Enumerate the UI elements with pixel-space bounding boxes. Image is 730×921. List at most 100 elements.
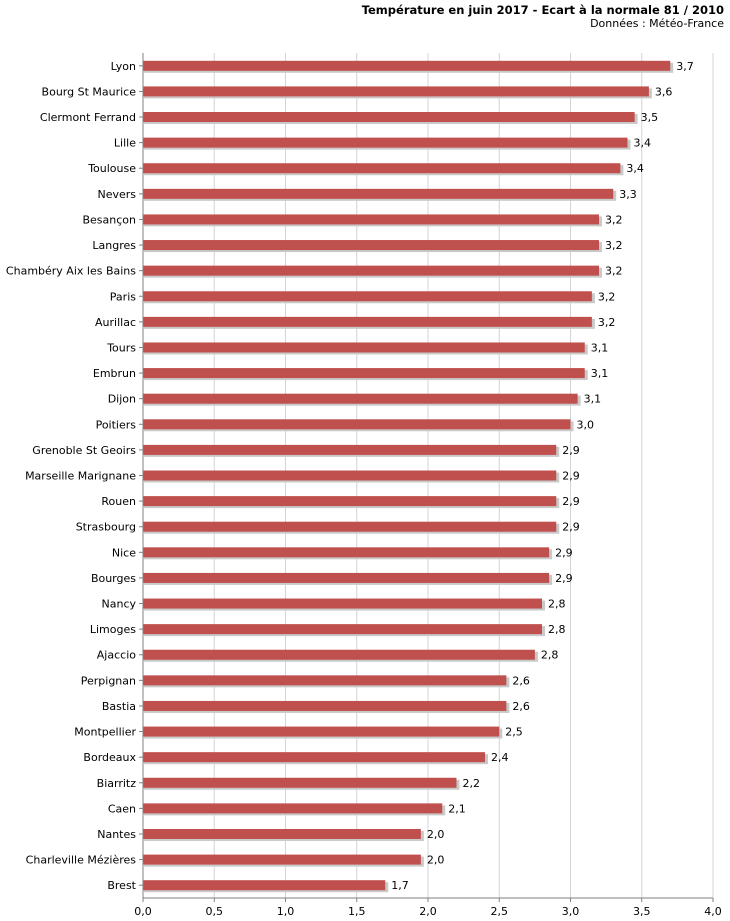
- bar: [143, 137, 628, 148]
- bar: [143, 188, 614, 199]
- data-label: 2,9: [562, 495, 580, 508]
- bar: [143, 828, 421, 839]
- bar: [143, 521, 557, 532]
- bar: [143, 60, 671, 71]
- data-label: 2,8: [541, 649, 559, 662]
- data-label: 3,1: [591, 367, 609, 380]
- category-label: Nice: [112, 546, 136, 559]
- category-label: Grenoble St Geoirs: [32, 444, 136, 457]
- bar: [143, 726, 500, 737]
- category-label: Nancy: [102, 598, 137, 611]
- bar: [143, 316, 592, 327]
- bar: [143, 265, 599, 276]
- bar: [143, 444, 557, 455]
- category-label: Nantes: [97, 828, 136, 841]
- x-tick-label: 4,0: [704, 905, 722, 918]
- category-label: Bastia: [102, 700, 136, 713]
- bar: [143, 700, 507, 711]
- data-label: 2,1: [448, 802, 466, 815]
- category-label: Biarritz: [97, 777, 137, 790]
- bar: [143, 163, 621, 174]
- category-label: Bordeaux: [83, 751, 136, 764]
- category-label: Langres: [92, 239, 136, 252]
- x-tick-label: 1,0: [277, 905, 295, 918]
- bar: [143, 803, 443, 814]
- bar: [143, 368, 585, 379]
- data-label: 3,2: [598, 290, 616, 303]
- bar: [143, 112, 635, 123]
- category-label: Perpignan: [81, 674, 136, 687]
- data-label: 2,4: [491, 751, 509, 764]
- bar: [143, 854, 421, 865]
- category-label: Marseille Marignane: [25, 470, 136, 483]
- category-label: Bourg St Maurice: [42, 85, 137, 98]
- bar: [143, 470, 557, 481]
- x-tick-label: 0,5: [206, 905, 224, 918]
- chart-title: Température en juin 2017 - Ecart à la no…: [361, 3, 724, 17]
- category-label: Paris: [110, 290, 136, 303]
- data-label: 3,2: [605, 239, 623, 252]
- chart-subtitle: Données : Météo-France: [590, 17, 724, 30]
- category-label: Ajaccio: [97, 649, 136, 662]
- bar: [143, 291, 592, 302]
- data-label: 2,9: [562, 521, 580, 534]
- data-label: 3,2: [605, 265, 623, 278]
- category-label: Aurillac: [95, 316, 136, 329]
- category-label: Tours: [106, 341, 136, 354]
- category-label: Limoges: [90, 623, 136, 636]
- bar: [143, 649, 535, 660]
- data-label: 3,1: [584, 393, 602, 406]
- bar: [143, 752, 485, 763]
- category-label: Toulouse: [87, 162, 136, 175]
- data-label: 2,9: [562, 444, 580, 457]
- data-label: 2,6: [512, 700, 530, 713]
- data-label: 3,4: [626, 162, 644, 175]
- data-label: 3,5: [641, 111, 659, 124]
- bar: [143, 393, 578, 404]
- data-label: 2,0: [427, 828, 445, 841]
- x-tick-label: 3,0: [562, 905, 580, 918]
- bar: [143, 496, 557, 507]
- category-label: Clermont Ferrand: [40, 111, 136, 124]
- data-label: 2,9: [562, 470, 580, 483]
- data-label: 2,8: [548, 623, 566, 636]
- data-label: 2,9: [555, 572, 573, 585]
- data-label: 3,2: [598, 316, 616, 329]
- bar: [143, 598, 542, 609]
- x-tick-label: 0,0: [134, 905, 152, 918]
- category-label: Nevers: [97, 188, 136, 201]
- category-label: Besançon: [82, 213, 136, 226]
- category-label: Chambéry Aix les Bains: [6, 265, 136, 278]
- x-tick-label: 1,5: [348, 905, 366, 918]
- category-label: Charleville Mézières: [26, 854, 137, 867]
- data-label: 2,5: [505, 726, 523, 739]
- x-tick-label: 2,5: [491, 905, 509, 918]
- data-label: 2,8: [548, 598, 566, 611]
- data-label: 3,3: [619, 188, 637, 201]
- category-label: Caen: [108, 802, 136, 815]
- bar: [143, 624, 542, 635]
- bar: [143, 880, 386, 891]
- data-label: 1,7: [391, 879, 409, 892]
- category-label: Bourges: [91, 572, 136, 585]
- category-label: Poitiers: [96, 418, 137, 431]
- category-label: Embrun: [93, 367, 136, 380]
- data-label: 3,7: [676, 60, 694, 73]
- category-label: Lille: [114, 137, 136, 150]
- data-label: 2,0: [427, 854, 445, 867]
- category-label: Strasbourg: [76, 521, 136, 534]
- bar: [143, 675, 507, 686]
- bar: [143, 572, 550, 583]
- data-label: 3,2: [605, 213, 623, 226]
- data-label: 3,6: [655, 85, 673, 98]
- category-label: Montpellier: [74, 726, 136, 739]
- category-label: Rouen: [101, 495, 136, 508]
- data-label: 3,4: [634, 137, 652, 150]
- category-label: Brest: [107, 879, 136, 892]
- category-label: Lyon: [111, 60, 136, 73]
- bar: [143, 86, 649, 97]
- data-label: 2,2: [463, 777, 481, 790]
- category-label: Dijon: [108, 393, 136, 406]
- data-label: 2,9: [555, 546, 573, 559]
